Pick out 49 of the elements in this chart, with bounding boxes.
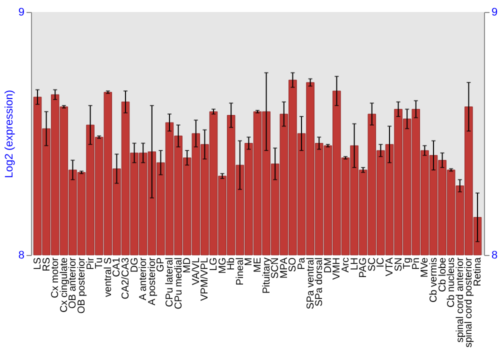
- x-tick-label: Tg: [402, 258, 414, 270]
- x-tick-label: M: [244, 258, 255, 266]
- x-tick-label: CPu medial: [173, 258, 184, 310]
- x-tick-label: A posterior: [146, 256, 158, 306]
- x-tick-label: VMH: [332, 258, 343, 280]
- x-tick-label: Retina: [472, 257, 484, 286]
- x-tick-label: Pa: [296, 257, 308, 270]
- x-tick-label: ventral S: [102, 257, 114, 297]
- x-tick-label: LH: [349, 258, 360, 270]
- y-axis-title: Log2 (expression): [3, 90, 16, 178]
- x-tick-label: SPa dorsal: [314, 258, 326, 306]
- x-tick-label: MPA: [278, 257, 290, 278]
- x-tick-label: VA/VL: [190, 257, 202, 286]
- x-tick-label: SCN: [270, 258, 282, 279]
- x-tick-label: IC: [376, 258, 387, 268]
- x-tick-label: Cb vermis: [428, 258, 440, 303]
- x-tick-label: SC: [366, 258, 378, 272]
- x-tick-label: DM: [322, 258, 334, 274]
- y2-tick-label: 9: [492, 6, 498, 18]
- x-tick-label: A anterior: [138, 256, 150, 300]
- x-tick-label: Cx cingulate: [58, 257, 70, 313]
- x-tick-label: PAG: [358, 257, 370, 278]
- x-tick-label: LS: [32, 257, 44, 270]
- x-tick-label: DG: [129, 257, 140, 272]
- x-tick-label: SO: [288, 257, 299, 272]
- x-tick-label: Arc: [340, 258, 352, 272]
- x-tick-label: spinal cord anterior: [454, 256, 466, 343]
- x-tick-label: VPM/VPL: [200, 257, 211, 301]
- x-tick-label: Pituitary: [261, 258, 272, 294]
- x-tick-label: LG: [208, 257, 220, 271]
- x-tick-label: CA2/CA3: [120, 257, 132, 300]
- x-tick-label: Hb: [226, 257, 238, 270]
- x-tick-label: Cb lobe: [437, 257, 448, 292]
- x-tick-label: CA1: [112, 257, 123, 277]
- x-tick-label: Cb nucleus: [446, 258, 458, 308]
- x-tick-label: spinal cord posterior: [464, 256, 475, 348]
- x-tick-label: OB anterior: [68, 256, 79, 309]
- x-tick-label: OB posterior: [76, 256, 88, 314]
- x-tick-label: Pineal: [234, 258, 246, 286]
- x-tick-label: Tu: [94, 258, 106, 269]
- y2-tick-label: 8: [492, 250, 498, 262]
- x-tick-label: ME: [252, 257, 264, 272]
- x-tick-label: VTA: [384, 257, 396, 276]
- x-tick-label: SN: [393, 258, 404, 272]
- x-tick-label: GP: [156, 257, 167, 272]
- x-tick-label: Pn: [410, 258, 422, 270]
- x-tick-label: Pir: [85, 256, 96, 270]
- x-tick-label: MVe: [420, 257, 431, 278]
- x-tick-label: RS: [41, 257, 52, 272]
